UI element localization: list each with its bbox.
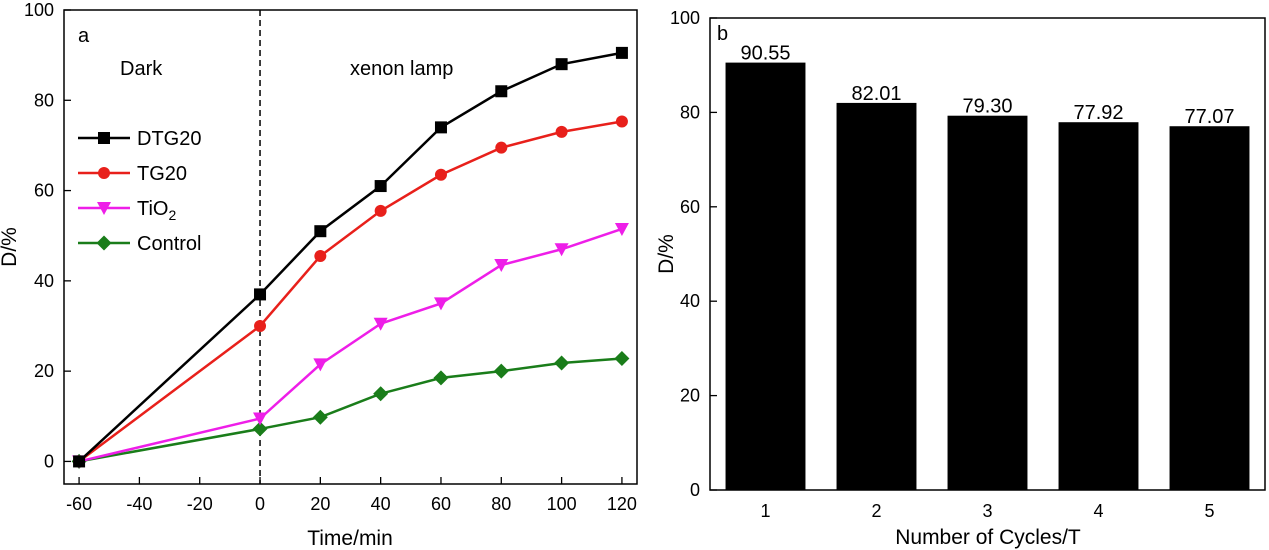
b-x-tick-label: 1 — [760, 501, 770, 521]
panel-b-bar-chart: 0 20 40 60 80 100 1 2 3 4 5 90.55 82.01 79.30 77.92 77… — [655, 8, 1266, 549]
a-point-dtg20 — [254, 288, 267, 301]
a-x-tick-label: 20 — [310, 494, 330, 514]
b-ticks: 0 20 40 60 80 100 1 2 3 4 5 — [670, 8, 1215, 521]
a-point-control — [554, 355, 570, 371]
a-x-tick-label: -60 — [66, 494, 92, 514]
a-legend-label-tg20: TG20 — [137, 163, 187, 185]
a-point-tg20 — [615, 115, 628, 128]
a-point-tio2 — [494, 259, 509, 273]
a-point-control — [252, 421, 268, 437]
a-y-tick-label: 80 — [34, 90, 54, 110]
a-x-tick-label: 80 — [491, 494, 511, 514]
a-plot-frame — [63, 9, 638, 485]
a-y-tick-label: 0 — [44, 451, 54, 471]
a-point-tg20 — [254, 320, 267, 332]
a-point-control — [373, 386, 389, 402]
a-y-tick-label: 60 — [34, 181, 54, 201]
b-y-tick-label: 20 — [680, 386, 700, 406]
a-legend-marker-tio2 — [97, 202, 111, 215]
a-dark-annotation: Dark — [120, 58, 163, 80]
b-y-tick-label: 40 — [680, 291, 700, 311]
a-x-tick-label: -40 — [126, 494, 152, 514]
a-legend-label-dtg20: DTG20 — [137, 128, 201, 150]
b-bars-group: 90.55 82.01 79.30 77.92 77.07 — [725, 43, 1250, 491]
a-legend-marker-control — [96, 235, 112, 251]
a-point-dtg20 — [374, 180, 387, 193]
b-y-axis-title: D/% — [655, 234, 678, 274]
a-point-control — [493, 363, 509, 379]
b-bar-value-label: 90.55 — [740, 43, 790, 65]
a-point-dtg20 — [73, 455, 86, 468]
a-legend-label-control: Control — [137, 233, 201, 255]
a-point-control — [312, 409, 328, 425]
a-x-tick-label: 40 — [371, 494, 391, 514]
a-legend-label-tio2: TiO2 — [137, 198, 176, 223]
a-point-dtg20 — [434, 121, 447, 134]
b-bar-1 — [725, 62, 806, 490]
a-point-tg20 — [374, 204, 387, 217]
a-point-tio2 — [313, 358, 328, 372]
b-y-tick-label: 0 — [690, 480, 700, 500]
a-legend: DTG20 TG20 TiO2 Control — [78, 128, 201, 255]
b-bar-value-label: 82.01 — [851, 83, 901, 105]
b-bar-4 — [1058, 122, 1139, 491]
a-xenon-annotation: xenon lamp — [350, 58, 453, 80]
a-point-dtg20 — [555, 58, 568, 71]
b-bar-3 — [947, 115, 1028, 490]
a-point-tio2 — [373, 317, 388, 331]
a-line-control — [78, 357, 623, 463]
b-bar-value-label: 79.30 — [962, 96, 1012, 118]
b-bar-5 — [1169, 126, 1250, 490]
a-ticks: -60 -40 -20 0 20 40 60 80 100 120 0 20 40 60 80 100 — [24, 0, 637, 514]
b-x-tick-label: 4 — [1093, 501, 1103, 521]
b-bar-2 — [836, 102, 917, 490]
b-bar-value-label: 77.07 — [1184, 106, 1234, 128]
a-point-dtg20 — [615, 46, 628, 59]
a-panel-label: a — [78, 25, 90, 47]
a-x-axis-title: Time/min — [307, 527, 393, 550]
a-line-tg20 — [78, 120, 623, 463]
b-plot-frame — [709, 17, 1266, 491]
a-point-tio2 — [554, 243, 569, 257]
a-point-tg20 — [434, 168, 447, 181]
b-x-tick-label: 5 — [1204, 501, 1214, 521]
b-bar-value-label: 77.92 — [1073, 102, 1123, 124]
a-y-tick-label: 40 — [34, 271, 54, 291]
a-point-tio2 — [433, 297, 448, 311]
a-point-tg20 — [555, 125, 568, 138]
a-legend-marker-dtg20 — [98, 132, 110, 144]
a-point-tg20 — [495, 141, 508, 154]
a-point-control — [614, 351, 630, 367]
b-y-tick-label: 60 — [680, 197, 700, 217]
b-x-axis-title: Number of Cycles/T — [895, 526, 1081, 549]
a-y-tick-label: 20 — [34, 361, 54, 381]
panel-a-line-chart: -60 -40 -20 0 20 40 60 80 100 120 0 20 40 60 80 100 a D… — [0, 0, 638, 550]
a-line-tio2 — [78, 227, 623, 463]
a-point-dtg20 — [495, 85, 508, 98]
a-series-dtg20 — [73, 46, 628, 468]
a-x-tick-label: 0 — [255, 494, 265, 514]
a-point-tg20 — [314, 250, 327, 263]
a-point-tio2 — [614, 222, 629, 236]
a-series-control — [71, 351, 630, 469]
a-point-tio2 — [253, 412, 268, 426]
b-x-tick-label: 2 — [871, 501, 881, 521]
a-series-group — [71, 46, 630, 469]
b-y-tick-label: 100 — [670, 8, 700, 28]
a-legend-marker-tg20 — [98, 167, 110, 179]
a-series-tio2 — [72, 222, 629, 469]
a-x-tick-label: 60 — [431, 494, 451, 514]
a-y-tick-label: 100 — [24, 0, 54, 20]
a-line-dtg20 — [78, 51, 623, 463]
a-x-tick-label: 120 — [607, 494, 637, 514]
a-x-tick-label: -20 — [187, 494, 213, 514]
b-x-tick-label: 3 — [982, 501, 992, 521]
b-y-tick-label: 80 — [680, 102, 700, 122]
a-x-tick-label: 100 — [547, 494, 577, 514]
a-y-axis-title: D/% — [0, 227, 21, 267]
a-point-dtg20 — [314, 225, 327, 238]
a-point-control — [433, 370, 449, 386]
b-panel-label: b — [717, 23, 728, 45]
